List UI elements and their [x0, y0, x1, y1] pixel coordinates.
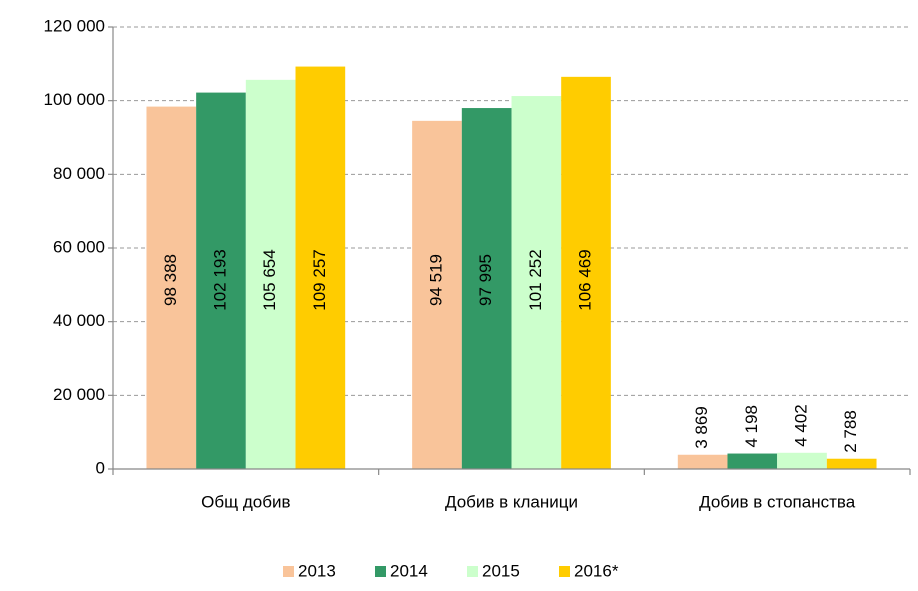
y-tick-label: 40 000 — [53, 311, 105, 330]
bar — [511, 96, 562, 470]
value-label: 4 402 — [791, 404, 810, 447]
bar — [146, 106, 197, 470]
x-tick-label: Добив в стопанства — [699, 492, 856, 511]
bar — [826, 458, 877, 469]
y-tick-label: 0 — [96, 458, 105, 477]
bar — [245, 79, 296, 470]
legend-swatch — [467, 566, 478, 577]
bar — [412, 120, 462, 470]
y-tick-label: 120 000 — [44, 16, 105, 35]
bar — [295, 66, 346, 469]
value-label: 3 869 — [692, 406, 711, 449]
bar — [196, 92, 246, 470]
legend-swatch — [559, 566, 570, 577]
value-label: 102 193 — [210, 249, 229, 310]
bar — [461, 108, 512, 469]
bar — [777, 452, 827, 469]
legend-label: 2013 — [298, 561, 336, 580]
y-tick-label: 60 000 — [53, 237, 105, 256]
legend-swatch — [375, 566, 386, 577]
legend-label: 2015 — [482, 561, 520, 580]
value-label: 98 388 — [161, 254, 180, 306]
value-label: 97 995 — [476, 254, 495, 306]
x-tick-label: Добив в кланици — [445, 492, 578, 511]
bar — [677, 454, 728, 469]
bar — [561, 76, 611, 470]
legend-label: 2014 — [390, 561, 428, 580]
legend-swatch — [283, 566, 294, 577]
x-tick-label: Общ добив — [201, 492, 290, 511]
value-label: 106 469 — [576, 249, 595, 310]
value-label: 94 519 — [426, 254, 445, 306]
legend-label: 2016* — [574, 561, 619, 580]
bar — [727, 453, 778, 469]
value-label: 105 654 — [260, 249, 279, 310]
y-tick-label: 100 000 — [44, 90, 105, 109]
value-label: 2 788 — [841, 410, 860, 453]
value-label: 109 257 — [310, 249, 329, 310]
y-tick-label: 80 000 — [53, 164, 105, 183]
value-label: 4 198 — [742, 405, 761, 448]
value-label: 101 252 — [526, 249, 545, 310]
y-tick-label: 20 000 — [53, 385, 105, 404]
